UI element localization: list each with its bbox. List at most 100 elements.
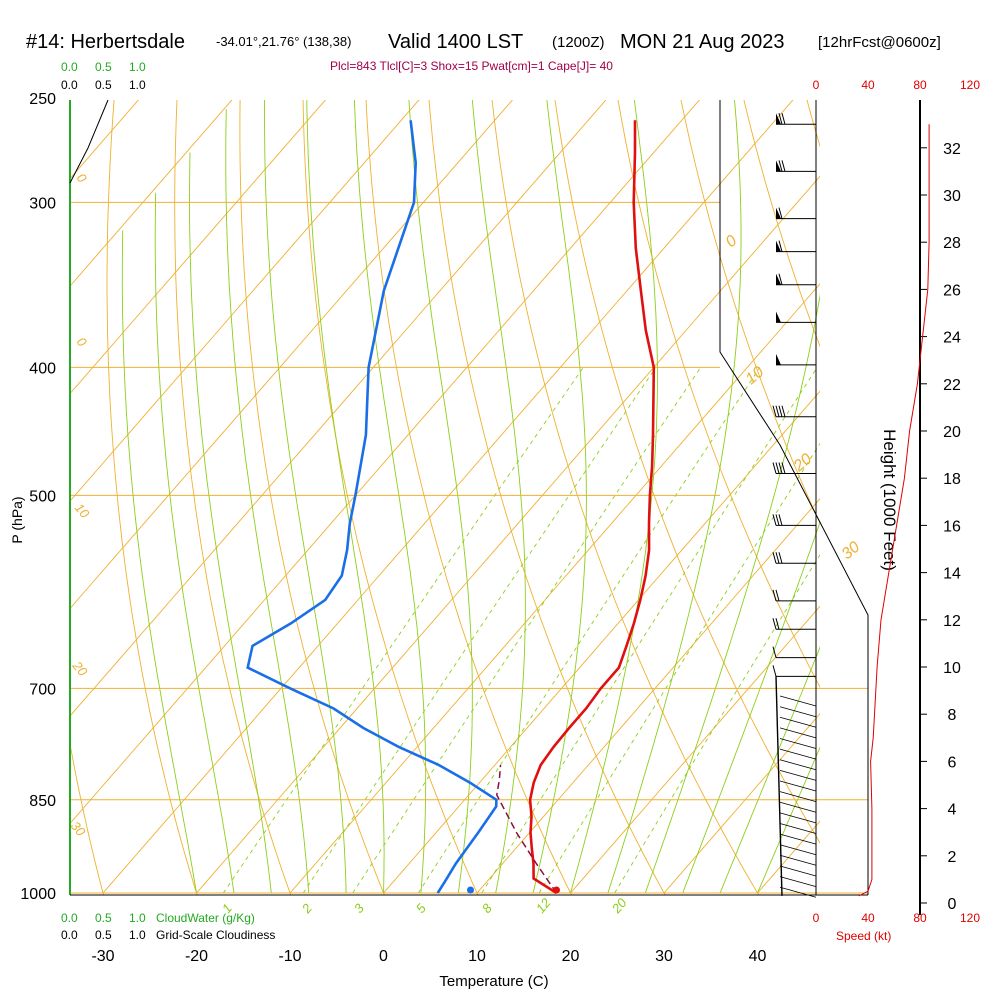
moist-adiabat-line — [607, 100, 742, 894]
height-tick-2: 2 — [948, 849, 957, 866]
moist-adiabat-line — [121, 230, 197, 894]
mixing-ratio-line — [352, 367, 702, 894]
wind-barb-feather — [772, 646, 777, 658]
wind-barb-feather — [772, 589, 777, 602]
y-axis-label: P (hPa) — [9, 496, 25, 543]
cloud-tick-green-0: 0.0 — [61, 60, 78, 74]
temp-tick--30: -30 — [91, 948, 114, 965]
moist-adiabat-line — [225, 109, 310, 894]
temp-tick-30: 30 — [655, 948, 673, 965]
isotherm-line — [70, 100, 607, 717]
height-tick-32: 32 — [943, 141, 961, 158]
background-grid — [70, 100, 820, 895]
wind-barb-feather — [775, 462, 780, 474]
cloud-tick-black-2: 1.0 — [129, 78, 146, 92]
dewpoint-trace — [246, 120, 498, 894]
pressure-tick-labels: 250 300 400 500 700 850 1000 — [20, 91, 56, 903]
temp-tick-20: 20 — [562, 948, 580, 965]
speed-tick-120-top: 120 — [960, 78, 980, 92]
wind-barb-flag — [776, 273, 781, 285]
wind-barb-feather — [778, 552, 783, 564]
pressure-tick-700: 700 — [29, 681, 56, 698]
wind-speed-profile — [858, 124, 930, 897]
speed-tick-80-bottom: 80 — [913, 911, 927, 925]
cloud-tick-black-0-bottom: 0.0 — [61, 928, 78, 942]
height-tick-18: 18 — [943, 471, 961, 488]
pressure-tick-850: 850 — [29, 793, 56, 810]
height-tick-8: 8 — [948, 707, 957, 724]
cloud-tick-green-0-bottom: 0.0 — [61, 911, 78, 925]
height-axis-label: Height (1000 Feet) — [880, 429, 899, 571]
wind-barb-feather — [781, 405, 786, 417]
moist-adiabat-line — [682, 520, 820, 894]
temperature-trace — [528, 120, 656, 895]
wind-barb-feather — [781, 160, 786, 172]
wind-barb-feather — [778, 514, 783, 526]
wind-barb-feather — [775, 514, 780, 526]
isotherm-line — [70, 100, 326, 395]
pressure-tick-400: 400 — [29, 360, 56, 377]
forecast-date: MON 21 Aug 2023 — [620, 31, 785, 53]
speed-tick-40-top: 40 — [861, 78, 875, 92]
wind-barb-feather — [781, 462, 786, 474]
wind-barb-column — [775, 676, 783, 896]
height-tick-30: 30 — [943, 188, 961, 205]
surface-temperature-marker — [553, 886, 560, 894]
pressure-tick-300: 300 — [29, 195, 56, 212]
wind-barb-feather — [772, 665, 777, 677]
height-tick-6: 6 — [948, 754, 957, 771]
wind-barb-feather — [781, 113, 786, 125]
dry-adiabat-line — [70, 741, 104, 895]
cloudiness-profile — [69, 99, 109, 184]
moist-adiabat-line — [189, 152, 272, 894]
wind-barb-feather — [772, 462, 777, 474]
wind-barb-staff — [779, 791, 817, 802]
wind-barb-staff — [779, 727, 817, 739]
wind-barb-flag — [776, 311, 781, 323]
cloudiness-label: Grid-Scale Cloudiness — [156, 928, 275, 942]
x-axis-label: Temperature (C) — [439, 973, 548, 990]
isotherm-line — [70, 100, 700, 825]
height-tick-4: 4 — [948, 802, 957, 819]
moist-adiabat-line — [532, 100, 587, 894]
moist-adiabat-line — [264, 100, 347, 894]
dry-adiabat-line — [554, 100, 820, 844]
wind-barb-feather — [772, 405, 777, 417]
pressure-tick-250: 250 — [29, 91, 56, 108]
stats-line: Plcl=843 Tlcl[C]=3 Shox=15 Pwat[cm]=1 Ca… — [330, 59, 613, 73]
plot-right-boundary — [719, 100, 869, 895]
temp-tick--20: -20 — [185, 948, 208, 965]
wind-barb-staff — [779, 770, 817, 781]
dry-adiabat-line — [239, 100, 385, 895]
parcel-trace — [496, 764, 558, 894]
wind-barb-staff — [779, 801, 817, 813]
wind-barb-feather — [778, 160, 783, 172]
isotherm-line — [102, 100, 794, 894]
cloud-tick-green-1: 0.5 — [95, 60, 112, 74]
station-title: #14: Herbertsdale — [26, 31, 185, 53]
moist-adiabat-line — [353, 100, 427, 894]
isotherm-line — [476, 498, 820, 894]
speed-tick-40-bottom: 40 — [861, 911, 875, 925]
cloud-tick-black-1-bottom: 0.5 — [95, 928, 112, 942]
dry-adiabat-line — [365, 100, 572, 895]
dry-adiabat-line — [106, 100, 198, 895]
height-tick-26: 26 — [943, 282, 961, 299]
cloud-tick-green-2: 1.0 — [129, 60, 146, 74]
height-tick-22: 22 — [943, 377, 961, 394]
wind-barb-flag — [776, 113, 781, 125]
height-tick-0: 0 — [948, 896, 957, 913]
moist-adiabat-line — [644, 293, 820, 894]
wind-barb-feather — [778, 113, 783, 125]
wind-barb-feather — [778, 240, 783, 252]
wind-barb-staff — [779, 823, 817, 834]
cloud-scale-bottom: 0.0 0.5 1.0 CloudWater (g/Kg) 0.0 0.5 1.… — [61, 911, 275, 942]
cloud-tick-black-0: 0.0 — [61, 78, 78, 92]
wind-barbs — [772, 113, 817, 898]
height-tick-20: 20 — [943, 424, 961, 441]
height-tick-24: 24 — [943, 330, 961, 347]
temperature-tick-labels: -30 -20 -10 0 10 20 30 40 — [91, 948, 766, 965]
isotherm-line — [570, 605, 820, 894]
wind-barb-staff — [779, 886, 817, 898]
